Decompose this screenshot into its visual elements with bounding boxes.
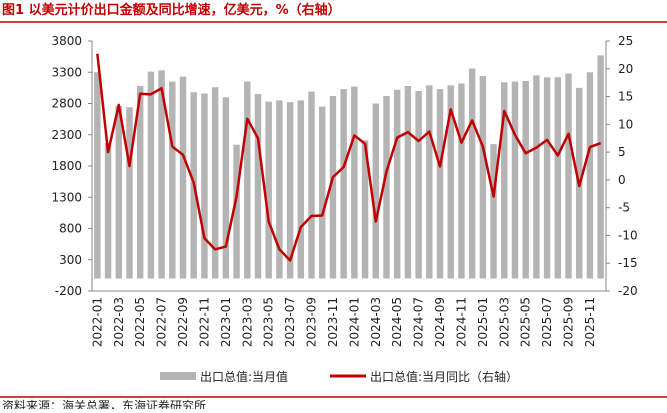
bar [372,103,379,279]
bar [115,106,122,279]
bar [244,81,251,279]
x-tick-label: 2025-09 [562,297,576,347]
bar [126,107,133,279]
x-tick-label: 2024-01 [347,297,361,347]
bar [404,86,412,279]
x-tick-label: 2023-01 [219,297,233,347]
x-tick-label: 2025-01 [476,297,490,347]
y2-tick-label: 10 [618,117,633,131]
bar [308,91,315,279]
y2-tick-label: 5 [618,145,626,159]
y-tick-label: 300 [59,253,82,267]
x-tick-label: 2022-07 [155,297,169,347]
x-tick-label: 2023-07 [283,297,297,347]
bar [286,102,294,279]
source: 资料来源：海关总署，东海证券研究所 [2,398,206,409]
bar [543,77,551,279]
bar [511,81,519,279]
y-tick-label: 800 [59,222,82,236]
bar [447,85,454,279]
y2-tick-label: -15 [618,256,638,270]
line [96,53,602,262]
x-tick-label: 2022-11 [197,297,211,347]
x-tick-label: 2025-11 [583,297,597,347]
bar [276,100,283,279]
y2-tick-label: -20 [618,284,638,298]
x-tick-label: 2024-11 [454,297,468,347]
x-tick-label: 2023-05 [262,297,276,347]
bar [490,144,497,279]
bar [565,73,572,279]
x-tick-label: 2023-11 [326,297,340,347]
bar [501,82,508,279]
bar [104,142,112,279]
x-tick-label: 2023-03 [240,297,254,347]
y-tick-label: 1800 [51,159,82,173]
bar [361,140,369,279]
bar [94,72,101,279]
y2-tick-label: -5 [618,201,630,215]
y-tick-label: 2800 [51,97,82,111]
bar [597,55,604,279]
x-tick-label: 2024-05 [390,297,404,347]
y-tick-label: 3800 [51,34,82,48]
legend-label: 出口总值:当月同比（右轴） [370,369,518,384]
bar [522,81,529,279]
bar [169,81,176,279]
legend-swatch [160,372,196,380]
bar [468,68,476,279]
bar [179,76,187,279]
bar [586,72,594,279]
bar [479,76,487,279]
x-tick-label: 2023-09 [305,297,319,347]
bar [329,96,337,279]
bar [265,101,272,279]
x-tick-label: 2025-05 [519,297,533,347]
x-tick-label: 2024-03 [369,297,383,347]
bar [533,75,540,279]
bar [340,89,347,279]
bar [158,70,165,279]
bar [201,93,208,279]
x-tick-label: 2024-09 [433,297,447,347]
y-tick-label: 3300 [51,65,82,79]
y-tick-label: -200 [55,284,82,298]
x-tick-label: 2022-05 [133,297,147,347]
bar [147,71,155,279]
y2-tick-label: 20 [618,62,633,76]
bar [222,97,230,279]
chart-title: 图1 以美元计价出口金额及同比增速，亿美元，%（右轴） [2,2,341,18]
bar [458,83,465,279]
y2-tick-label: 15 [618,90,633,104]
x-tick-label: 2025-03 [497,297,511,347]
x-tick-label: 2022-03 [112,297,126,347]
y2-tick-label: 0 [618,173,626,187]
bar [393,89,401,279]
bar [233,144,240,279]
bar [136,86,144,279]
bar [254,94,262,279]
bar [415,91,422,279]
bar [426,85,433,279]
y2-tick-label: 25 [618,34,633,48]
y-tick-label: 1300 [51,190,82,204]
y2-tick-label: -10 [618,228,638,242]
bar [297,100,305,279]
bar [554,77,562,279]
x-tick-label: 2025-07 [540,297,554,347]
x-tick-label: 2022-01 [90,297,104,347]
y-tick-label: 2300 [51,128,82,142]
bar [319,106,326,279]
bar [436,89,444,279]
bar [211,87,219,279]
bar [351,86,358,279]
x-tick-label: 2022-09 [176,297,190,347]
bar [383,96,390,279]
legend-label: 出口总值:当月值 [200,369,288,384]
x-tick-label: 2024-07 [412,297,426,347]
